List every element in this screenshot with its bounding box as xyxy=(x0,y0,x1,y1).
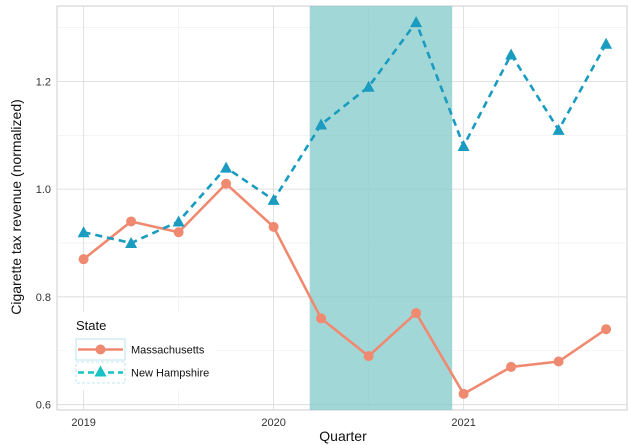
data-point-new-hampshire xyxy=(505,48,518,60)
series-layer xyxy=(77,16,613,399)
data-point-massachusetts xyxy=(126,216,137,227)
data-point-massachusetts xyxy=(553,356,564,367)
data-point-new-hampshire xyxy=(267,193,280,205)
legend-item-new-hampshire: New Hampshire xyxy=(75,361,209,384)
data-point-new-hampshire xyxy=(457,140,470,152)
data-point-new-hampshire xyxy=(552,123,565,135)
series-line-new-hampshire xyxy=(83,20,608,245)
x-axis-title: Quarter xyxy=(319,428,367,444)
data-point-new-hampshire xyxy=(172,215,185,227)
y-tick-label: 0.6 xyxy=(36,400,51,412)
highlight-band-layer xyxy=(309,6,453,410)
data-point-massachusetts xyxy=(506,361,517,372)
data-point-new-hampshire xyxy=(600,37,613,49)
data-point-massachusetts xyxy=(601,324,612,335)
data-point-massachusetts xyxy=(363,351,374,362)
x-tick-label: 2021 xyxy=(451,417,475,429)
highlight-band xyxy=(309,6,453,410)
legend-item-massachusetts: Massachusetts xyxy=(75,338,205,361)
x-tick-label: 2020 xyxy=(261,417,285,429)
y-tick-label: 1.2 xyxy=(36,76,51,88)
data-point-new-hampshire xyxy=(410,16,423,28)
data-point-new-hampshire xyxy=(362,80,375,92)
data-point-new-hampshire xyxy=(125,237,138,249)
data-point-massachusetts xyxy=(411,308,422,319)
tick-labels: 0.6 0.8 1.0 1.2 2019 2020 2021 xyxy=(36,76,476,429)
y-axis-title: Cigarette tax revenue (normalized) xyxy=(8,99,24,315)
data-point-new-hampshire xyxy=(77,226,90,238)
legend-title: State xyxy=(76,318,106,333)
data-point-massachusetts xyxy=(173,227,184,238)
legend: State Massachusetts New Hampshire xyxy=(66,312,216,390)
legend-label-massachusetts: Massachusetts xyxy=(131,345,205,357)
x-tick-label: 2019 xyxy=(71,417,95,429)
data-point-massachusetts xyxy=(316,313,327,324)
y-tick-label: 1.0 xyxy=(36,184,51,196)
legend-marker-massachusetts xyxy=(95,344,106,355)
y-tick-label: 0.8 xyxy=(36,292,51,304)
data-point-massachusetts xyxy=(221,178,232,189)
legend-marker-new-hampshire xyxy=(94,365,107,377)
data-point-massachusetts xyxy=(458,388,469,399)
data-point-massachusetts xyxy=(268,221,279,232)
grid xyxy=(56,5,628,411)
legend-label-new-hampshire: New Hampshire xyxy=(131,368,209,380)
data-point-new-hampshire xyxy=(315,118,328,130)
series-line-massachusetts xyxy=(82,182,607,396)
data-point-new-hampshire xyxy=(220,161,233,173)
data-point-massachusetts xyxy=(78,254,89,265)
